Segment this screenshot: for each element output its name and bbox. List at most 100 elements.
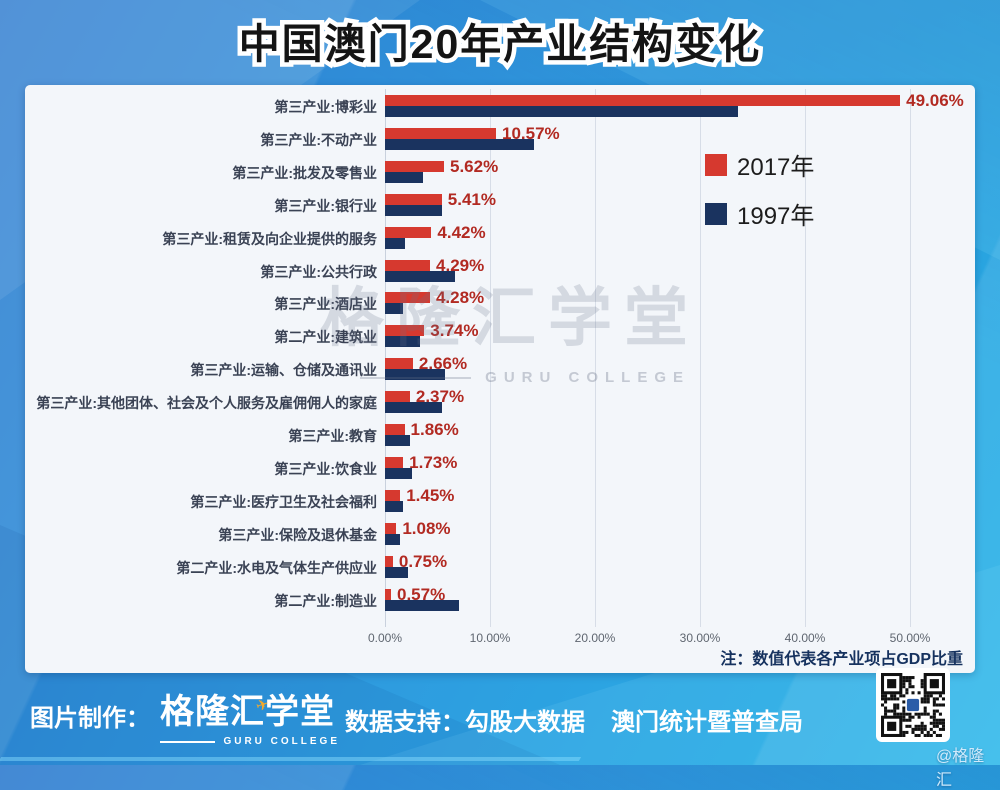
legend-label-2017: 2017年 — [737, 154, 815, 181]
x-tick-label: 40.00% — [784, 631, 826, 645]
bar-1997 — [385, 204, 442, 216]
value-label: 5.41% — [447, 189, 496, 209]
data-support-text: 数据支持：勾股大数据 澳门统计暨普查局 — [345, 702, 803, 737]
qr-code-image — [881, 673, 945, 737]
x-tick-label: 0.00% — [367, 631, 403, 645]
value-label: 1.73% — [409, 452, 458, 472]
chart-row: 第三产业:公共行政 4.29% — [25, 255, 975, 292]
logo-underline — [160, 740, 216, 743]
bar-2017 — [385, 424, 405, 435]
bar-1997 — [385, 270, 456, 282]
guru-college-logo: 格隆汇学堂 ✈ GURU COLLEGE — [160, 684, 340, 747]
value-label: 4.28% — [435, 288, 485, 308]
gridline-50 — [910, 89, 911, 627]
bar-1997 — [385, 106, 738, 117]
chart-row: 第三产业:博彩业 49.06% — [25, 91, 975, 127]
bar-2017 — [385, 391, 410, 403]
value-label: 5.62% — [450, 156, 499, 176]
chart-row: 第三产业:教育 1.86% — [25, 420, 975, 456]
bar-2017 — [385, 160, 444, 172]
bar-1997 — [385, 533, 400, 545]
gridline-30 — [700, 89, 701, 627]
category-label: 第三产业:保险及退休基金 — [218, 526, 377, 543]
data-support-label: 数据支持： — [345, 709, 465, 736]
made-by-label: 图片制作： — [30, 705, 150, 732]
bar-1997 — [385, 599, 459, 611]
category-label: 第二产业:制造业 — [274, 592, 377, 609]
value-label: 2.37% — [415, 387, 465, 407]
bar-1997 — [385, 467, 413, 479]
bar-2017 — [385, 292, 430, 304]
gridline-20 — [595, 89, 596, 627]
data-support-source-1: 勾股大数据 — [465, 709, 585, 736]
value-label: 1.45% — [406, 485, 455, 505]
bar-2017 — [385, 95, 901, 106]
data-support-source-2: 澳门统计暨普查局 — [611, 709, 803, 736]
chart-row: 第二产业:制造业 0.57% — [25, 585, 975, 621]
category-label: 第三产业:医疗卫生及社会福利 — [190, 493, 377, 510]
x-tick-label: 10.00% — [469, 631, 511, 645]
category-label: 第三产业:公共行政 — [260, 263, 377, 280]
bar-1997 — [385, 336, 420, 348]
value-label: 4.29% — [436, 255, 485, 275]
bar-1997 — [385, 402, 442, 414]
x-tick-label: 30.00% — [679, 631, 721, 645]
bar-1997 — [385, 237, 405, 249]
bar-1997 — [385, 138, 535, 150]
bar-2017 — [385, 522, 397, 534]
bar-2017 — [385, 127, 496, 139]
category-label: 第三产业:不动产业 — [260, 131, 377, 148]
bar-2017 — [385, 259, 431, 271]
watermark-handle: @格隆汇 — [936, 748, 985, 789]
value-label: 4.42% — [437, 222, 486, 242]
category-label: 第三产业:批发及零售业 — [232, 164, 377, 181]
chart-row: 第二产业:建筑业 3.74% — [25, 321, 975, 357]
legend-swatch-2017 — [705, 153, 727, 176]
qr-code — [876, 668, 950, 742]
bar-1997 — [385, 369, 445, 381]
value-label: 1.08% — [402, 518, 451, 538]
chart-row: 第三产业:酒店业 4.28% — [25, 288, 975, 324]
legend-swatch-1997 — [705, 202, 727, 225]
bar-2017 — [385, 226, 432, 238]
legend-item-2017: 2017年 — [705, 147, 814, 182]
value-label: 0.75% — [398, 551, 448, 571]
value-label: 49.06% — [906, 91, 964, 110]
value-label: 2.66% — [418, 354, 468, 374]
category-label: 第三产业:租赁及向企业提供的服务 — [162, 230, 377, 247]
category-label: 第三产业:运输、仓储及通讯业 — [190, 362, 377, 379]
category-label: 第三产业:饮食业 — [274, 460, 377, 477]
chart-row: 第三产业:其他团体、社会及个人服务及雇佣佣人的家庭 2.37% — [25, 387, 975, 423]
bar-2017 — [385, 325, 425, 337]
bar-1997 — [385, 171, 423, 183]
page-title-text: 中国澳门20年产业结构变化 — [238, 21, 762, 67]
category-label: 第三产业:其他团体、社会及个人服务及雇佣佣人的家庭 — [36, 395, 377, 412]
gridline-40 — [805, 89, 806, 627]
category-label: 第三产业:银行业 — [274, 197, 377, 214]
category-label: 第二产业:水电及气体生产供应业 — [176, 559, 377, 576]
bar-1997 — [385, 303, 403, 315]
bar-2017 — [385, 588, 391, 600]
gridline-10 — [490, 89, 491, 627]
chart-row: 第三产业:保险及退休基金 1.08% — [25, 518, 975, 555]
page-title: 中国澳门20年产业结构变化 中国澳门20年产业结构变化 — [0, 10, 1000, 74]
bar-2017 — [385, 193, 442, 205]
gridline-0 — [385, 89, 386, 627]
chart-row: 第三产业:运输、仓储及通讯业 2.66% — [25, 354, 975, 390]
x-tick-label: 20.00% — [574, 631, 616, 645]
bar-2017 — [385, 489, 401, 501]
bar-2017 — [385, 456, 404, 468]
logo-en-text: GURU COLLEGE — [223, 736, 340, 747]
category-label: 第二产业:建筑业 — [274, 329, 377, 346]
chart-row: 第三产业:饮食业 1.73% — [25, 452, 975, 489]
chart-row: 第三产业:批发及零售业 5.62% — [25, 156, 975, 193]
chart-row: 第三产业:银行业 5.41% — [25, 189, 975, 226]
value-label: 3.74% — [430, 321, 479, 341]
bar-1997 — [385, 500, 403, 512]
x-tick-label: 50.00% — [889, 631, 931, 645]
logo-subline: GURU COLLEGE — [160, 736, 340, 747]
category-label: 第三产业:教育 — [288, 428, 377, 444]
legend-item-1997: 1997年 — [705, 196, 814, 231]
logo-cn-text: 格隆汇学堂 — [160, 693, 335, 731]
chart-row: 第三产业:租赁及向企业提供的服务 4.42% — [25, 222, 975, 259]
